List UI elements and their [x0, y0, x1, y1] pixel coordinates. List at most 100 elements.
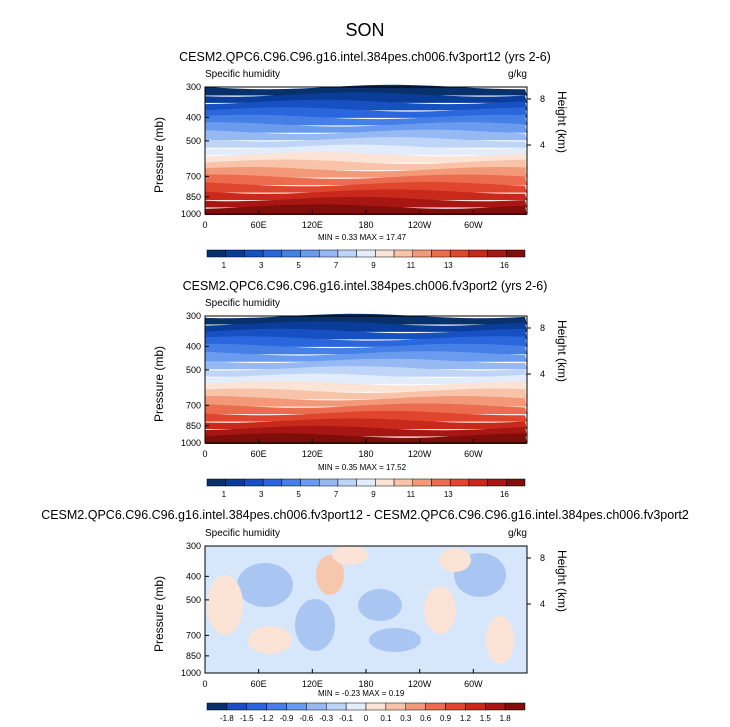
- panel-1-band-10: [205, 159, 527, 171]
- panel-2-xtick-label-0: 0: [202, 449, 207, 459]
- panel-2-xtick-label-4: 120W: [408, 449, 432, 459]
- panel-2-colorbar-label-2: 5: [296, 490, 301, 499]
- panel-1-colorbar-label-1: 3: [259, 261, 264, 270]
- panel-1-colorbar-label-0: 1: [222, 261, 227, 270]
- panel-2-ytick-label-4: 850: [186, 421, 201, 431]
- panel-1-colorbar-cell-16: [506, 249, 526, 258]
- panel-3-colorbar-label-7: 0: [364, 714, 369, 723]
- panel-1-band-1: [205, 92, 527, 103]
- panel-1-colorbar-cell-14: [468, 249, 488, 258]
- panel-3-colorbar-label-11: 0.9: [440, 714, 452, 723]
- panel-1-title: CESM2.QPC6.C96.C96.g16.intel.384pes.ch00…: [179, 50, 551, 64]
- panel-1-xtick-label-0: 0: [202, 220, 207, 230]
- panel-3-colorbar-label-9: 0.3: [400, 714, 412, 723]
- panel-3-colorbar-label-12: 1.2: [460, 714, 472, 723]
- panel-3-ytick-label-1: 400: [186, 571, 201, 581]
- panel-3-xtick-label-0: 0: [202, 679, 207, 689]
- panel-2-band-6: [205, 358, 527, 370]
- panel-2-band-7: [205, 366, 527, 377]
- panel-1-band-6: [205, 129, 527, 141]
- panel-2-colorbar-label-1: 3: [259, 490, 264, 499]
- panel-3-y2tick-label-0: 8: [540, 553, 545, 563]
- panel-3-colorbar-cell-14: [485, 702, 506, 711]
- panel-2-band-2: [205, 328, 527, 340]
- panel-2-colorbar-label-4: 9: [371, 490, 376, 499]
- panel-3-colorbar-cell-4: [286, 702, 307, 711]
- panel-2-ytick-label-1: 400: [186, 341, 201, 351]
- panel-1-colorbar-label-6: 13: [444, 261, 453, 270]
- panel-2-colorbar-cell-16: [506, 478, 526, 487]
- panel-2-colorbar-label-6: 13: [444, 490, 453, 499]
- panel-1-y2tick-label-1: 4: [540, 140, 545, 150]
- panel-1-colorbar-cell-12: [431, 249, 451, 258]
- panel-1-units: g/kg: [508, 69, 527, 80]
- panel-2-colorbar-cell-0: [206, 478, 226, 487]
- panel-3-colorbar-cell-8: [365, 702, 387, 711]
- panel-3-ytick-label-4: 850: [186, 651, 201, 661]
- panel-3-colorbar-label-3: -0.9: [280, 714, 294, 723]
- panel-3-colorbar-cell-13: [465, 702, 486, 711]
- panel-3-contour-9: [486, 616, 514, 664]
- panel-1-band-3: [205, 107, 527, 118]
- panel-3-colorbar-cell-6: [326, 702, 347, 711]
- panel-1-colorbar-cell-5: [300, 249, 320, 258]
- panel-2-y2tick-label-1: 4: [540, 369, 545, 379]
- panel-1-field-label: Specific humidity: [205, 69, 281, 80]
- panel-1-ytick-label-5: 1000: [181, 209, 201, 219]
- panel-1-colorbar-label-3: 7: [334, 261, 339, 270]
- panel-3-colorbar-label-4: -0.6: [299, 714, 313, 723]
- panel-1-colorbar-label-4: 9: [371, 261, 376, 270]
- panel-2-colorbar-cell-1: [225, 478, 245, 487]
- panel-1-y2tick-label-0: 8: [540, 94, 545, 104]
- panel-3-stats: MIN = -0.23 MAX = 0.19: [318, 689, 405, 698]
- panel-2-colorbar-cell-14: [468, 478, 488, 487]
- panel-1-band-16: [205, 204, 527, 215]
- panel-3-contour-10: [332, 545, 368, 565]
- panel-2-xtick-label-5: 60W: [464, 449, 483, 459]
- panel-3-colorbar-label-10: 0.6: [420, 714, 432, 723]
- panel-1-colorbar-label-5: 11: [407, 261, 416, 270]
- panel-3-xtick-label-2: 120E: [302, 679, 323, 689]
- panel-3-colorbar-label-5: -0.3: [319, 714, 333, 723]
- panel-3-colorbar-label-0: -1.8: [220, 714, 234, 723]
- panel-2-colorbar-cell-5: [300, 478, 320, 487]
- panel-3-colorbar-cell-11: [425, 702, 446, 711]
- panel-1-xtick-label-1: 60E: [251, 220, 267, 230]
- panel-3-colorbar-label-2: -1.2: [260, 714, 274, 723]
- panel-2-colorbar-cell-15: [487, 478, 507, 487]
- panel-2-xtick-label-3: 180: [358, 449, 373, 459]
- panel-3-contour-0: [237, 563, 293, 607]
- panel-1-ytick-label-3: 700: [186, 171, 201, 181]
- panel-3-colorbar-cell-12: [445, 702, 466, 711]
- panel-3-xtick-label-4: 120W: [408, 679, 432, 689]
- panel-1-colorbar-cell-9: [375, 249, 395, 258]
- panel-1-colorbar-label-2: 5: [296, 261, 301, 270]
- panel-3-colorbar-label-13: 1.5: [480, 714, 492, 723]
- panel-2-colorbar-label-7: 16: [500, 490, 509, 499]
- panel-2-colorbar-cell-4: [281, 478, 301, 487]
- panel-1-xtick-label-5: 60W: [464, 220, 483, 230]
- panel-3-colorbar-cell-3: [266, 702, 287, 711]
- panel-1-band-13: [205, 181, 527, 193]
- panel-3-contour-11: [439, 548, 471, 572]
- panel-1-colorbar-label-7: 16: [500, 261, 509, 270]
- panel-1-colorbar-cell-3: [262, 249, 283, 258]
- panel-2-colorbar-cell-3: [262, 478, 283, 487]
- panel-1-ytick-label-1: 400: [186, 112, 201, 122]
- panel-3-contour-3: [207, 575, 243, 635]
- panel-3-colorbar-cell-9: [385, 702, 406, 711]
- panel-3-units: g/kg: [508, 528, 527, 539]
- panel-2-colorbar-label-3: 7: [334, 490, 339, 499]
- page-title: SON: [345, 20, 385, 40]
- panel-2-colorbar-cell-9: [375, 478, 395, 487]
- panel-2-colorbar-cell-11: [412, 478, 432, 487]
- panel-3-contour-6: [369, 628, 421, 652]
- panel-3-contour-4: [248, 626, 292, 654]
- panel-1-ytick-label-0: 300: [186, 82, 201, 92]
- panel-3-colorbar-cell-1: [226, 702, 247, 711]
- panel-1-colorbar-cell-1: [225, 249, 245, 258]
- panel-3-colorbar-label-1: -1.5: [240, 714, 254, 723]
- panel-2-band-9: [205, 381, 527, 392]
- panel-1-colorbar-cell-4: [281, 249, 301, 258]
